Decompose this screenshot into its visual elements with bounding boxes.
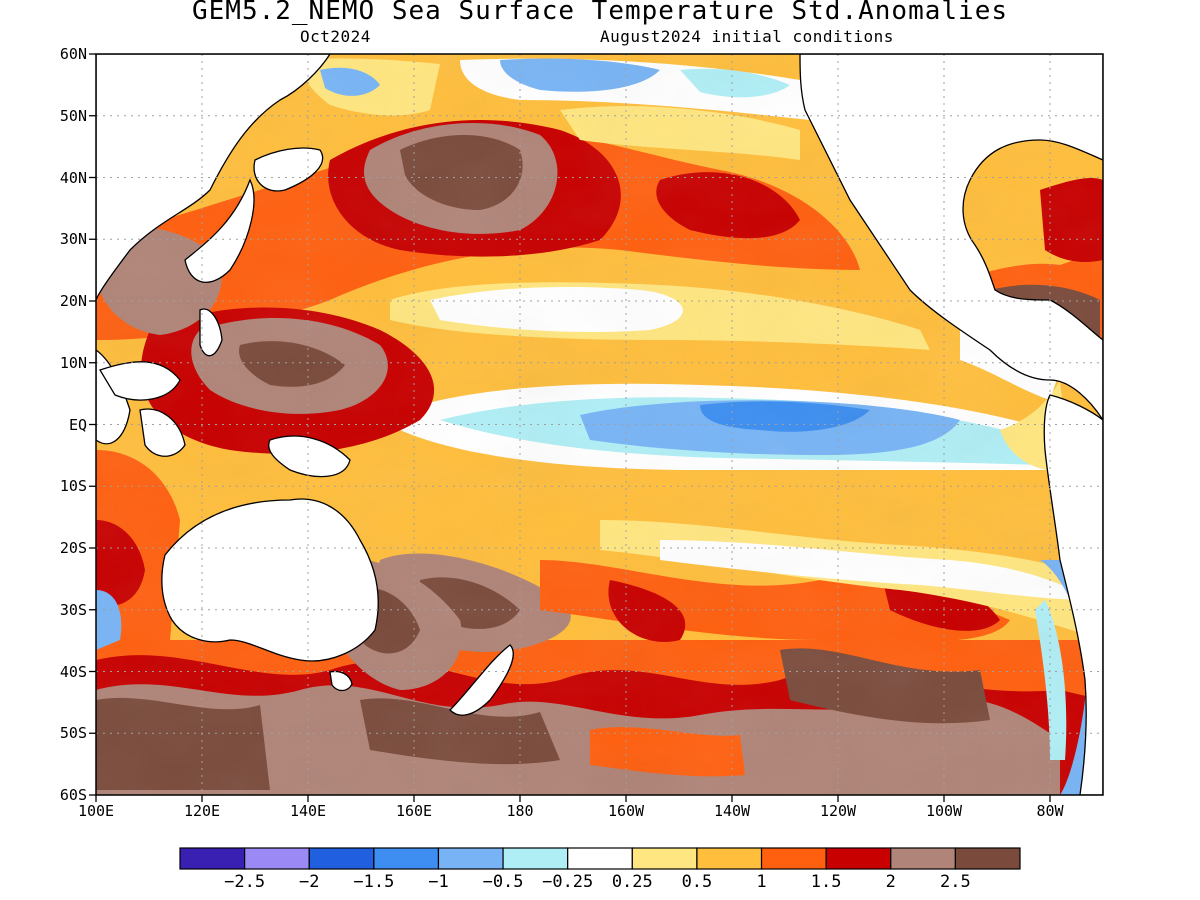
colorbar-label: −0.25 bbox=[542, 872, 594, 892]
lon-tick-label: 120E bbox=[183, 802, 221, 820]
colorbar-swatch bbox=[825, 847, 892, 870]
colorbar-label: 1 bbox=[756, 872, 767, 892]
colorbar-label: −1.5 bbox=[353, 872, 395, 892]
lon-tick-label: 80W bbox=[1036, 802, 1064, 820]
lat-tick-label: 40N bbox=[59, 168, 87, 187]
colorbar-swatch bbox=[567, 847, 633, 870]
lon-tick-label: 160E bbox=[395, 802, 433, 820]
lon-tick-label: 180 bbox=[506, 802, 534, 820]
lon-tick-label: 120W bbox=[819, 802, 857, 820]
colorbar-swatch bbox=[502, 847, 569, 870]
colorbar-swatch bbox=[373, 847, 440, 870]
lat-tick-label: 40S bbox=[59, 662, 87, 681]
lat-tick-label: 60N bbox=[59, 45, 87, 63]
colorbar-label: −2 bbox=[298, 872, 320, 892]
anomaly-field bbox=[96, 54, 1103, 795]
colorbar-label: −0.5 bbox=[482, 872, 524, 892]
lat-tick-label: 50N bbox=[59, 106, 87, 125]
lat-tick-label: 10N bbox=[59, 353, 87, 372]
lon-tick-label: 140W bbox=[713, 802, 751, 820]
colorbar-swatch bbox=[179, 847, 246, 870]
lat-tick-label: 20N bbox=[59, 292, 87, 310]
colorbar-swatch bbox=[437, 847, 504, 870]
forecast-month: Oct2024 bbox=[300, 27, 371, 46]
colorbar-label: −1 bbox=[428, 872, 449, 892]
colorbar-swatch bbox=[760, 847, 827, 870]
axis-ticks bbox=[89, 53, 1051, 802]
lon-tick-label: 100E bbox=[77, 802, 115, 820]
colorbar-swatch bbox=[890, 847, 956, 870]
map-title: GEM5.2_NEMO Sea Surface Temperature Std.… bbox=[191, 0, 1008, 26]
graticule bbox=[96, 54, 1103, 795]
colorbar-swatch bbox=[696, 847, 763, 870]
colorbar-swatch bbox=[954, 847, 1021, 870]
colorbar-label: −2.5 bbox=[224, 872, 266, 892]
lat-tick-label: 30S bbox=[59, 600, 87, 619]
colorbar-label: 2.5 bbox=[940, 872, 971, 892]
lon-tick-label: 140E bbox=[289, 802, 327, 820]
lon-tick-label: 160W bbox=[607, 802, 645, 820]
colorbar-label: 0.25 bbox=[611, 872, 653, 892]
lat-tick-label: 30N bbox=[59, 230, 87, 249]
colorbar-swatch bbox=[244, 847, 310, 870]
lat-tick-label: 20S bbox=[59, 539, 87, 557]
lon-tick-label: 100W bbox=[925, 802, 963, 820]
initial-conditions: August2024 initial conditions bbox=[600, 27, 894, 46]
colorbar bbox=[179, 847, 1021, 870]
colorbar-swatch bbox=[308, 847, 375, 870]
colorbar-label: 2 bbox=[885, 872, 896, 892]
colorbar-label: 1.5 bbox=[810, 872, 842, 892]
lat-tick-label: EQ bbox=[68, 415, 87, 434]
colorbar-label: 0.5 bbox=[681, 872, 713, 892]
lat-tick-label: 10S bbox=[59, 477, 87, 496]
colorbar-swatch bbox=[631, 847, 698, 870]
lat-tick-label: 60S bbox=[59, 786, 87, 804]
lat-tick-label: 50S bbox=[59, 724, 87, 743]
land-masses bbox=[96, 54, 1103, 795]
